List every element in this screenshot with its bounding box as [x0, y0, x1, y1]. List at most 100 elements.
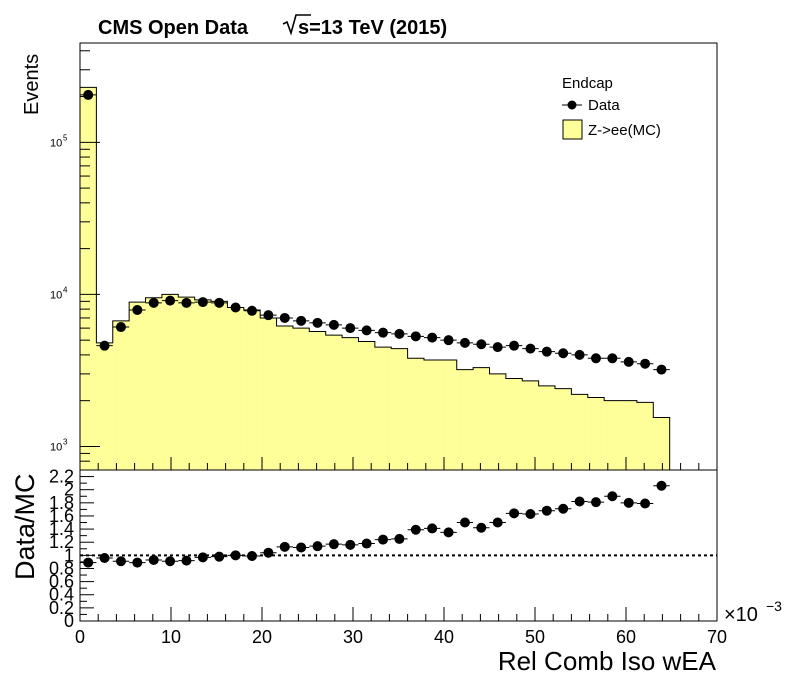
ratio-y-tick-label: 2.2 — [49, 467, 74, 487]
lower-frame — [79, 469, 718, 622]
ratio-point — [361, 538, 372, 549]
x-axis-label: Rel Comb Iso wEA — [498, 646, 717, 674]
ratio-point — [83, 557, 94, 568]
ratio-point — [574, 496, 585, 507]
ratio-point — [148, 554, 159, 565]
ratio-point — [197, 552, 208, 563]
ratio-y-tick-label: 0.8 — [49, 558, 74, 578]
ratio-point — [525, 508, 536, 519]
ratio-point — [459, 517, 470, 528]
upper-x-ticks — [79, 457, 718, 470]
y-tick-label: 10 — [50, 441, 62, 453]
mc-bar — [555, 388, 572, 470]
ratio-point — [558, 503, 569, 514]
ratio-y-tick-label: 1.2 — [49, 532, 74, 552]
data-point — [459, 337, 470, 348]
ratio-point — [394, 533, 405, 544]
ratio-point — [328, 539, 339, 550]
mc-bar — [489, 373, 506, 470]
ratio-point — [246, 551, 257, 562]
mc-bar — [538, 385, 556, 470]
ratio-point — [296, 542, 307, 553]
data-point — [394, 328, 405, 339]
mc-bar — [407, 358, 424, 470]
mc-bar — [276, 325, 293, 470]
data-point — [509, 340, 520, 351]
ratio-point — [607, 491, 618, 502]
data-point — [443, 335, 454, 346]
ratio-point — [279, 541, 290, 552]
ratio-point — [443, 527, 454, 538]
mc-bar — [243, 309, 261, 470]
ratio-point — [214, 551, 225, 562]
mc-bar — [161, 294, 179, 470]
mc-bar — [260, 317, 277, 470]
data-point — [640, 358, 651, 369]
data-point — [148, 297, 159, 308]
mc-bar — [325, 335, 343, 470]
ratio-y-tick-label: 2 — [64, 480, 74, 500]
sqrt-symbol — [282, 14, 311, 36]
x-exponent: ×10 −3 — [724, 598, 782, 626]
mc-bar — [636, 402, 654, 470]
y-tick-exponent: 5 — [63, 133, 68, 142]
mc-bar — [178, 297, 195, 470]
data-point — [656, 364, 667, 375]
mc-bar — [473, 367, 490, 470]
ratio-point — [656, 480, 667, 491]
mc-histogram — [79, 86, 671, 470]
ratio-point — [345, 539, 356, 550]
mc-bar — [522, 380, 539, 470]
mc-bar — [194, 299, 212, 470]
data-point — [328, 319, 339, 330]
ratio-point — [410, 524, 421, 535]
ratio-point — [492, 517, 503, 528]
x-tick-label: 50 — [525, 627, 545, 647]
data-point — [607, 353, 618, 364]
x-exponent-base: ×10 — [724, 604, 758, 626]
mc-bar — [505, 378, 523, 470]
mc-bar — [112, 320, 130, 470]
data-point — [558, 348, 569, 359]
legend-mc-swatch — [562, 119, 583, 140]
data-point — [99, 340, 110, 351]
data-point — [574, 349, 585, 360]
ratio-point — [181, 555, 192, 566]
x-tick-label: 20 — [252, 627, 272, 647]
mc-bar — [80, 87, 97, 470]
ratio-point — [312, 541, 323, 552]
data-point — [541, 346, 552, 357]
data-point — [296, 315, 307, 326]
mc-bar — [358, 341, 375, 470]
mc-bar — [653, 417, 670, 470]
ratio-point — [476, 522, 487, 533]
ratio-point — [165, 556, 176, 567]
mc-bar — [571, 394, 588, 470]
data-point — [132, 304, 143, 315]
data-point — [197, 297, 208, 308]
y-tick-label: 10 — [50, 137, 62, 149]
data-points — [80, 89, 670, 375]
mc-bar — [620, 400, 637, 470]
mc-bar — [374, 347, 392, 470]
ratio-y-tick-label: 0.6 — [49, 572, 74, 592]
data-point — [590, 353, 601, 364]
mc-bar — [456, 369, 474, 470]
ratio-y-tick-label: 0.2 — [49, 598, 74, 618]
lower-y-axis: 00.20.40.60.811.21.41.61.822.2 — [49, 467, 94, 631]
data-point — [312, 317, 323, 328]
mc-bar — [423, 360, 441, 470]
ratio-y-tick-label: 1.8 — [49, 493, 74, 513]
mc-bar — [587, 397, 605, 470]
y-tick-exponent: 4 — [63, 285, 68, 294]
ratio-point — [590, 497, 601, 508]
lower-x-axis: 0 10 20 30 40 50 60 70 — [75, 607, 727, 647]
ratio-point — [640, 498, 651, 509]
ratio-y-tick-label: 0.4 — [49, 585, 74, 605]
x-tick-label: 10 — [161, 627, 181, 647]
ratio-y-tick-label: 1 — [64, 545, 74, 565]
chart-title-prefix: CMS Open Data — [98, 17, 249, 39]
data-point — [115, 322, 126, 333]
ratio-point — [115, 556, 126, 567]
